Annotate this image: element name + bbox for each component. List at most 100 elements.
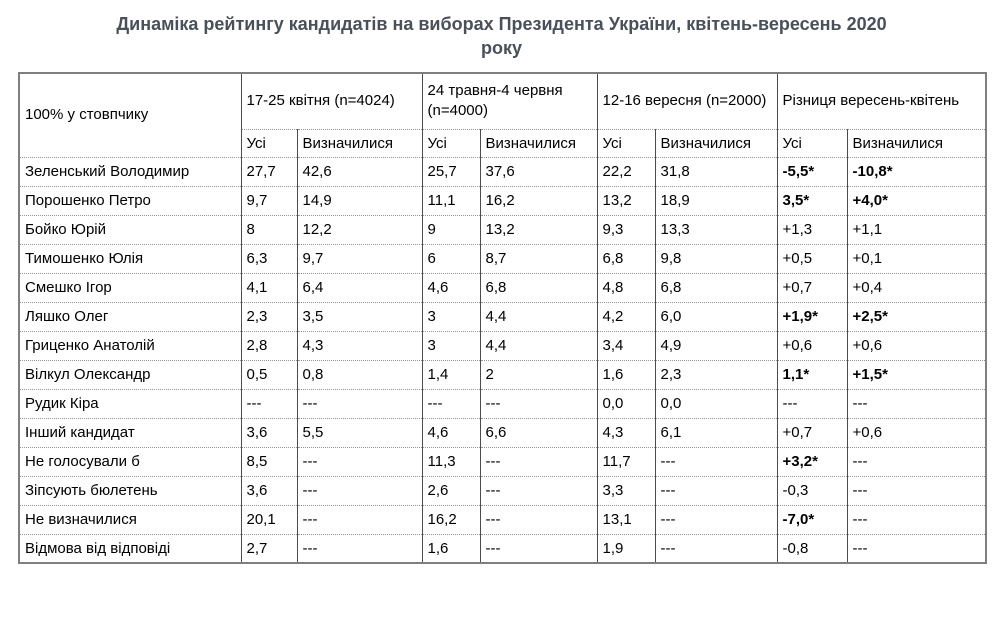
value-cell: 2,3 [654, 359, 778, 390]
value-cell: 4,4 [479, 330, 598, 361]
row-label: Відмова від відповіді [18, 533, 242, 564]
subheader-decided-2: Визначилися [479, 128, 598, 158]
value-cell: 6,8 [596, 243, 656, 274]
table-row: Зеленський Володимир 27,7 42,6 25,7 37,6 22,2… [18, 156, 987, 187]
value-cell: 6,3 [240, 243, 298, 274]
value-cell: 1,6 [421, 533, 481, 564]
value-cell: --- [296, 475, 423, 506]
subheader-decided-1: Визначилися [296, 128, 423, 158]
value-cell: 6,6 [479, 417, 598, 448]
value-cell: +0,6 [846, 417, 987, 448]
candidate-ratings-table: 100% у стовпчику 17-25 квітня (n=4024) 2… [18, 72, 988, 564]
value-cell: 8,5 [240, 446, 298, 477]
table-row: Не голосували б 8,5 --- 11,3 --- 11,7 --- +3,2*… [18, 446, 987, 477]
value-cell: 3,3 [596, 475, 656, 506]
value-cell: 6,0 [654, 301, 778, 332]
value-cell: 25,7 [421, 156, 481, 187]
value-cell: 31,8 [654, 156, 778, 187]
value-cell: 9 [421, 214, 481, 245]
page-title-line-1: Динаміка рейтингу кандидатів на виборах … [116, 14, 887, 34]
subheader-all-1: Усі [240, 128, 298, 158]
value-cell: 0,0 [654, 388, 778, 419]
value-cell: +0,1 [846, 243, 987, 274]
value-cell: 0,5 [240, 359, 298, 390]
table-header: 100% у стовпчику 17-25 квітня (n=4024) 2… [18, 72, 987, 158]
value-cell: 3 [421, 301, 481, 332]
value-cell: 3 [421, 330, 481, 361]
table-row: Зіпсують бюлетень 3,6 --- 2,6 --- 3,3 --- -0,3-… [18, 475, 987, 506]
value-cell: --- [479, 533, 598, 564]
value-cell: +1,1 [846, 214, 987, 245]
row-label: Рудик Кіра [18, 388, 242, 419]
value-cell: 8 [240, 214, 298, 245]
value-cell: --- [654, 504, 778, 535]
value-cell: 3,4 [596, 330, 656, 361]
value-cell: 0,0 [596, 388, 656, 419]
value-cell: --- [479, 504, 598, 535]
row-label: Зіпсують бюлетень [18, 475, 242, 506]
value-cell: +3,2* [776, 446, 848, 477]
value-cell: --- [479, 446, 598, 477]
row-label: Зеленський Володимир [18, 156, 242, 187]
value-cell: 37,6 [479, 156, 598, 187]
value-cell: 3,6 [240, 417, 298, 448]
table-row: Ляшко Олег 2,3 3,5 3 4,4 4,2 6,0 +1,9* +2,5* [18, 301, 987, 332]
value-cell: --- [240, 388, 298, 419]
value-cell: --- [846, 388, 987, 419]
value-cell: 11,1 [421, 185, 481, 216]
value-cell: --- [654, 475, 778, 506]
table-row: Смешко Ігор 4,1 6,4 4,6 6,8 4,8 6,8 +0,7 +0,4 [18, 272, 987, 303]
value-cell: +0,7 [776, 417, 848, 448]
page-title: Динаміка рейтингу кандидатів на виборах … [18, 12, 985, 60]
value-cell: -5,5* [776, 156, 848, 187]
value-cell: 6 [421, 243, 481, 274]
value-cell: 2,8 [240, 330, 298, 361]
value-cell: 4,1 [240, 272, 298, 303]
value-cell: +1,9* [776, 301, 848, 332]
row-label: Інший кандидат [18, 417, 242, 448]
value-cell: --- [296, 504, 423, 535]
value-cell: --- [846, 504, 987, 535]
row-label: Гриценко Анатолій [18, 330, 242, 361]
column-group-april: 17-25 квітня (n=4024) [240, 72, 423, 130]
table-row: Інший кандидат 3,6 5,5 4,6 6,6 4,3 6,1 +0,7 +0,6 [18, 417, 987, 448]
value-cell: 9,7 [296, 243, 423, 274]
table-body: Зеленський Володимир 27,7 42,6 25,7 37,6 22,2… [18, 156, 987, 564]
column-group-may-june: 24 травня-4 червня (n=4000) [421, 72, 598, 130]
value-cell: 4,3 [296, 330, 423, 361]
value-cell: 4,4 [479, 301, 598, 332]
value-cell: +4,0* [846, 185, 987, 216]
value-cell: --- [296, 388, 423, 419]
table-row: Бойко Юрій 8 12,2 9 13,2 9,3 13,3 +1,3 +1,1 [18, 214, 987, 245]
row-label: Не визначилися [18, 504, 242, 535]
value-cell: +1,5* [846, 359, 987, 390]
value-cell: 22,2 [596, 156, 656, 187]
value-cell: 20,1 [240, 504, 298, 535]
row-label: Не голосували б [18, 446, 242, 477]
table-row: Не визначилися 20,1 --- 16,2 --- 13,1 --- -7,0*… [18, 504, 987, 535]
value-cell: +0,7 [776, 272, 848, 303]
table-row: Гриценко Анатолій 2,8 4,3 3 4,4 3,4 4,9 +0,6 +0,… [18, 330, 987, 361]
row-label: Ляшко Олег [18, 301, 242, 332]
value-cell: 18,9 [654, 185, 778, 216]
row-label: Вілкул Олександр [18, 359, 242, 390]
value-cell: 2,6 [421, 475, 481, 506]
subheader-all-2: Усі [421, 128, 481, 158]
value-cell: 13,2 [479, 214, 598, 245]
subheader-all-3: Усі [596, 128, 656, 158]
column-group-september: 12-16 вересня (n=2000) [596, 72, 778, 130]
value-cell: -0,8 [776, 533, 848, 564]
value-cell: --- [421, 388, 481, 419]
row-label: Бойко Юрій [18, 214, 242, 245]
value-cell: 9,7 [240, 185, 298, 216]
value-cell: 11,7 [596, 446, 656, 477]
value-cell: 42,6 [296, 156, 423, 187]
value-cell: +2,5* [846, 301, 987, 332]
value-cell: 16,2 [479, 185, 598, 216]
subheader-decided-3: Визначилися [654, 128, 778, 158]
value-cell: 6,1 [654, 417, 778, 448]
value-cell: 3,5* [776, 185, 848, 216]
value-cell: 1,9 [596, 533, 656, 564]
value-cell: 13,2 [596, 185, 656, 216]
